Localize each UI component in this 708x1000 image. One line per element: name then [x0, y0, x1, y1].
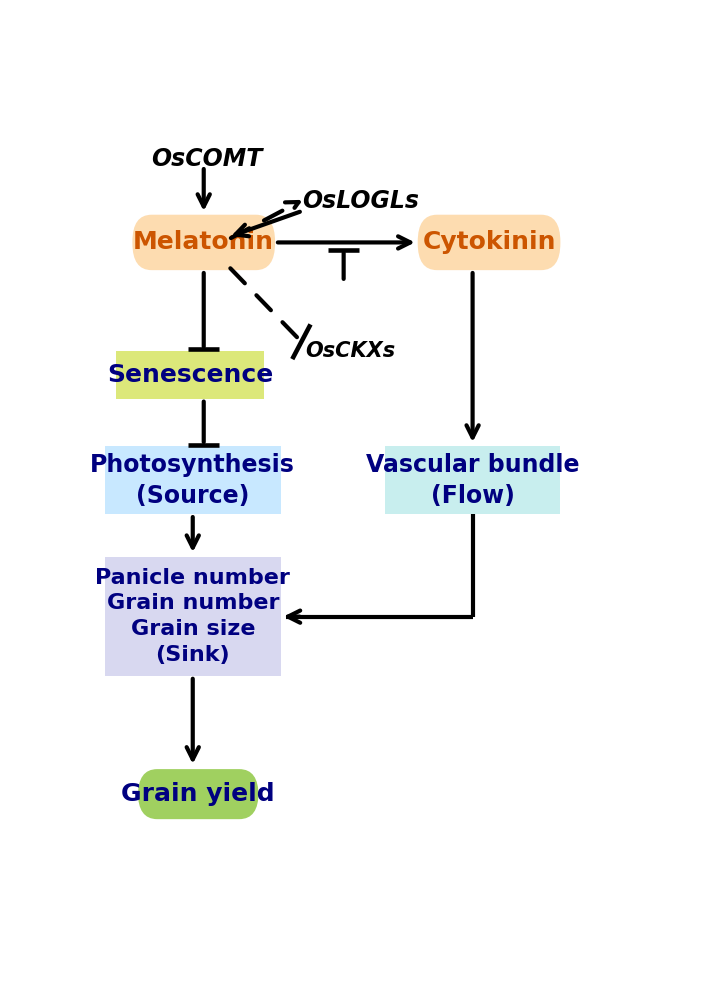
Text: Melatonin: Melatonin — [133, 230, 274, 254]
FancyBboxPatch shape — [116, 351, 264, 399]
FancyBboxPatch shape — [138, 769, 258, 819]
FancyBboxPatch shape — [105, 446, 280, 514]
Text: Grain yield: Grain yield — [122, 782, 275, 806]
FancyBboxPatch shape — [418, 215, 561, 270]
Text: OsCKXs: OsCKXs — [305, 341, 395, 361]
FancyBboxPatch shape — [105, 557, 280, 676]
Text: Cytokinin: Cytokinin — [422, 230, 556, 254]
FancyBboxPatch shape — [385, 446, 561, 514]
Text: OsLOGLs: OsLOGLs — [302, 189, 420, 213]
Text: Panicle number
Grain number
Grain size
(Sink): Panicle number Grain number Grain size (… — [96, 568, 290, 665]
Text: Senescence: Senescence — [107, 363, 273, 387]
Text: Photosynthesis
(Source): Photosynthesis (Source) — [91, 453, 295, 508]
Text: Vascular bundle
(Flow): Vascular bundle (Flow) — [366, 453, 579, 508]
FancyBboxPatch shape — [132, 215, 275, 270]
Text: OsCOMT: OsCOMT — [152, 146, 263, 170]
